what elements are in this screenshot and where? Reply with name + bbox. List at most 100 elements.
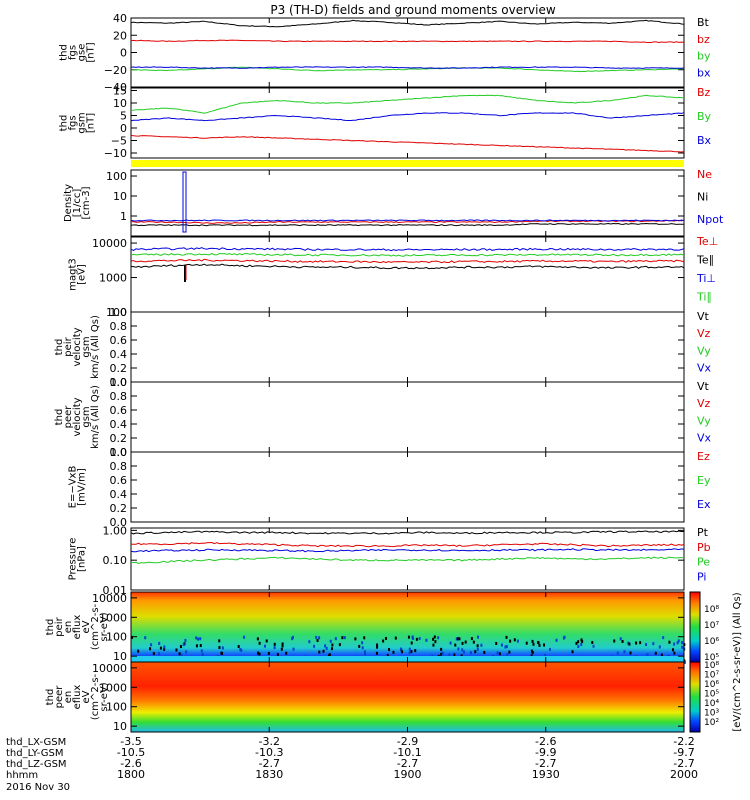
- spectrogram-speckle: [577, 645, 580, 649]
- spectrogram-speckle: [318, 636, 321, 640]
- spectrogram-speckle: [660, 653, 663, 657]
- spectrogram-speckle: [382, 639, 385, 643]
- legend-te⊥: Te⊥: [696, 235, 718, 248]
- y-tick-label: 1000: [99, 681, 127, 694]
- ephemeris-label: hhmm: [6, 770, 38, 781]
- y-axis-label: peer: [63, 405, 74, 429]
- spectrogram-speckle: [480, 643, 483, 647]
- spectrogram-speckle: [623, 650, 626, 654]
- series-line: [130, 39, 685, 44]
- ephemeris-value: -2.2: [673, 735, 694, 748]
- spectrogram-speckle: [237, 645, 240, 649]
- legend-ne: Ne: [697, 168, 712, 181]
- spectrogram-speckle: [538, 643, 541, 647]
- legend-vy: Vy: [697, 344, 711, 357]
- spectrogram-speckle: [449, 641, 452, 645]
- y-tick-label: 1.00: [103, 524, 128, 537]
- y-axis-label: peer: [54, 685, 65, 709]
- colorbar-tick-label: 10⁴: [704, 699, 719, 709]
- density-spike: [182, 171, 187, 233]
- date-label: 2016 Nov 30: [6, 782, 70, 793]
- panel-frame: [130, 87, 685, 159]
- spectrogram-speckle: [281, 642, 284, 646]
- spectrogram-speckle: [571, 650, 574, 654]
- legend-npot: Npot: [697, 213, 724, 226]
- spectrogram-speckle: [394, 636, 397, 640]
- spectrogram-speckle: [410, 650, 413, 654]
- ephemeris-value: 2000: [670, 768, 698, 781]
- y-axis-label: fgs: [68, 45, 79, 60]
- series-line: [130, 258, 685, 264]
- legend-vt: Vt: [697, 380, 710, 393]
- spectrogram-speckle: [179, 645, 182, 649]
- spectrogram-speckle: [621, 639, 624, 643]
- y-tick-label: −10: [104, 147, 127, 160]
- spectrogram-speckle: [182, 643, 185, 647]
- spectrogram-speckle: [616, 651, 619, 655]
- spectrogram-speckle: [470, 637, 473, 641]
- spectrogram-speckle: [221, 652, 224, 656]
- colorbar-1: [689, 591, 701, 663]
- spectrogram-speckle: [662, 636, 665, 640]
- y-axis-label: en: [63, 621, 74, 634]
- spectrogram-speckle: [635, 641, 638, 645]
- spectrogram-speckle: [437, 636, 440, 640]
- spectrogram-speckle: [500, 643, 503, 647]
- ephemeris-value: -3.5: [120, 735, 141, 748]
- spectrogram-speckle: [175, 648, 178, 652]
- y-tick-label: 1.0: [110, 306, 128, 319]
- y-tick-label: 0.6: [110, 334, 128, 347]
- spectrogram-speckle: [363, 636, 366, 640]
- colorbar-tick-label: 10⁶: [704, 637, 719, 647]
- panel-5: 1.00.80.60.40.20.0thdpeirvelocitygsmkm/s…: [54, 306, 712, 389]
- spectrogram-speckle: [425, 638, 428, 642]
- spectrogram-speckle: [273, 642, 276, 646]
- series-line: [130, 548, 685, 553]
- spectrogram-speckle: [318, 650, 321, 654]
- legend-bx: Bx: [697, 134, 712, 147]
- spectrogram-speckle: [401, 650, 404, 654]
- panel-3: 100 10 1 Density[1/cc][cm-3] Ne Ni Npot: [63, 168, 724, 237]
- spectrogram-speckle: [505, 645, 508, 649]
- y-tick-label: 0.2: [110, 362, 128, 375]
- legend-by: by: [697, 50, 711, 63]
- spectrogram-speckle: [440, 647, 443, 651]
- spectrogram-speckle: [315, 635, 318, 639]
- spectrogram-speckle: [676, 641, 679, 645]
- y-tick-label: −40: [104, 81, 127, 94]
- y-axis-label: peir: [54, 616, 65, 636]
- spectrogram-speckle: [544, 654, 547, 658]
- spectrogram-speckle: [280, 647, 283, 651]
- legend-vx: Vx: [697, 431, 712, 444]
- y-axis-label: [nPa]: [77, 546, 88, 572]
- spectrogram-speckle: [506, 653, 509, 657]
- y-tick-label: 1000: [99, 611, 127, 624]
- y-axis-label: km/s (All Qs): [90, 315, 101, 379]
- legend-pi: Pi: [697, 571, 706, 584]
- colorbar-tick-label: 10³: [704, 709, 719, 719]
- spectrogram-speckle: [433, 635, 436, 639]
- legend-pt: Pt: [697, 526, 709, 539]
- spectrogram-speckle: [267, 651, 270, 655]
- series-line: [130, 222, 684, 227]
- spectrogram-speckle: [418, 637, 421, 641]
- ephemeris-value: -10.3: [255, 746, 283, 759]
- flag-bar: [131, 160, 684, 167]
- legend-by: By: [697, 110, 712, 123]
- spectrogram-speckle: [652, 642, 655, 646]
- panels: 40200−20−40thdfgsgse[nT]Btbzbybx151050−5…: [45, 12, 724, 733]
- series-line: [130, 219, 685, 222]
- spectrogram-speckle: [158, 641, 161, 645]
- y-tick-label: 10: [113, 720, 127, 733]
- spectrogram-speckle: [178, 652, 181, 656]
- y-tick-label: 0.4: [110, 418, 128, 431]
- spectrogram-speckle: [324, 644, 327, 648]
- spectrogram-speckle: [163, 645, 166, 649]
- spectrogram-speckle: [658, 645, 661, 649]
- ephemeris-value: -3.2: [259, 735, 280, 748]
- spectrogram-speckle: [628, 642, 631, 646]
- spectrogram-speckle: [537, 640, 540, 644]
- spectrogram-speckle: [504, 645, 507, 649]
